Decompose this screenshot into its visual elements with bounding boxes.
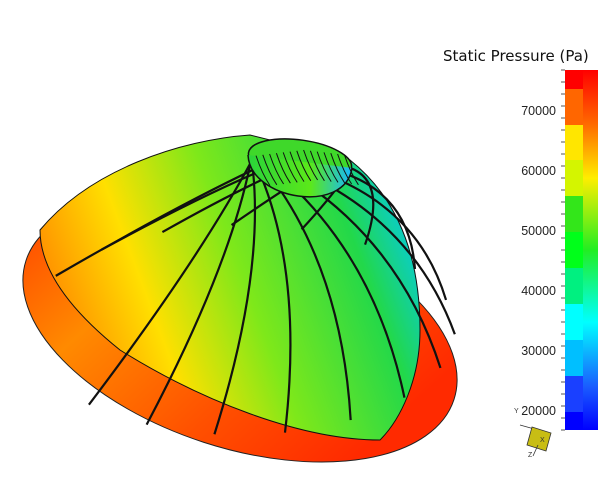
hub-blade-line xyxy=(269,153,285,185)
hub-blade-line xyxy=(303,149,319,181)
impeller-blade xyxy=(343,172,417,270)
colorbar-band xyxy=(565,70,583,89)
impeller-model xyxy=(22,134,458,463)
legend-title: Static Pressure (Pa) xyxy=(443,47,589,65)
colorbar-band xyxy=(565,376,583,412)
hub-blade-line xyxy=(343,154,359,186)
colorbar-tick-label: 70000 xyxy=(521,104,556,118)
hub-blade-line xyxy=(296,150,312,182)
colorbar-tick-label: 40000 xyxy=(521,284,556,298)
triad-x-label: X xyxy=(540,437,545,444)
colorbar-band xyxy=(565,160,583,196)
hub-inner-blades xyxy=(255,149,359,186)
impeller-blade xyxy=(349,166,375,245)
colorbar-band xyxy=(565,340,583,376)
hub-blade-line xyxy=(337,153,353,185)
colorbar-band xyxy=(565,232,583,268)
colorbar-tick-label: 50000 xyxy=(521,224,556,238)
impeller-body xyxy=(39,134,421,441)
colorbar-band xyxy=(565,196,583,232)
hub-blade-line xyxy=(282,152,298,183)
impeller-blade xyxy=(260,175,292,433)
hub-blade-line xyxy=(316,151,332,182)
colorbar-band xyxy=(565,268,583,304)
pressure-colorbar xyxy=(561,69,598,431)
triad-y-label: Y xyxy=(514,408,519,415)
impeller-blades xyxy=(55,146,456,435)
colorbar-tick-label: 60000 xyxy=(521,164,556,178)
colorbar-band xyxy=(565,125,583,160)
colorbar-continuous-strip xyxy=(583,70,598,430)
colorbar-band xyxy=(565,412,583,430)
hub-blade-line xyxy=(330,153,346,184)
axis-triad xyxy=(519,424,552,457)
colorbar-tick-label: 20000 xyxy=(521,404,556,418)
hub-blade-line xyxy=(323,152,339,183)
impeller-blade xyxy=(304,182,442,369)
triad-cube xyxy=(526,426,552,452)
impeller-blade xyxy=(334,177,448,301)
impeller-blade xyxy=(213,171,257,435)
hub-blade-line xyxy=(255,155,271,186)
hub-blade-line xyxy=(309,150,325,182)
impeller-blade xyxy=(88,159,254,406)
colorbar-tick-label: 30000 xyxy=(521,344,556,358)
impeller-blade xyxy=(320,180,456,335)
impeller-blade xyxy=(145,165,252,426)
impeller-blade xyxy=(272,179,352,421)
hub-blade-line xyxy=(262,154,278,186)
triad-z-label: Z xyxy=(528,452,533,459)
colorbar-band xyxy=(565,304,583,340)
impeller-blade xyxy=(287,181,406,398)
hub-blade-line xyxy=(289,151,305,182)
colorbar-band xyxy=(565,89,583,125)
hub-blade-line xyxy=(275,153,291,184)
